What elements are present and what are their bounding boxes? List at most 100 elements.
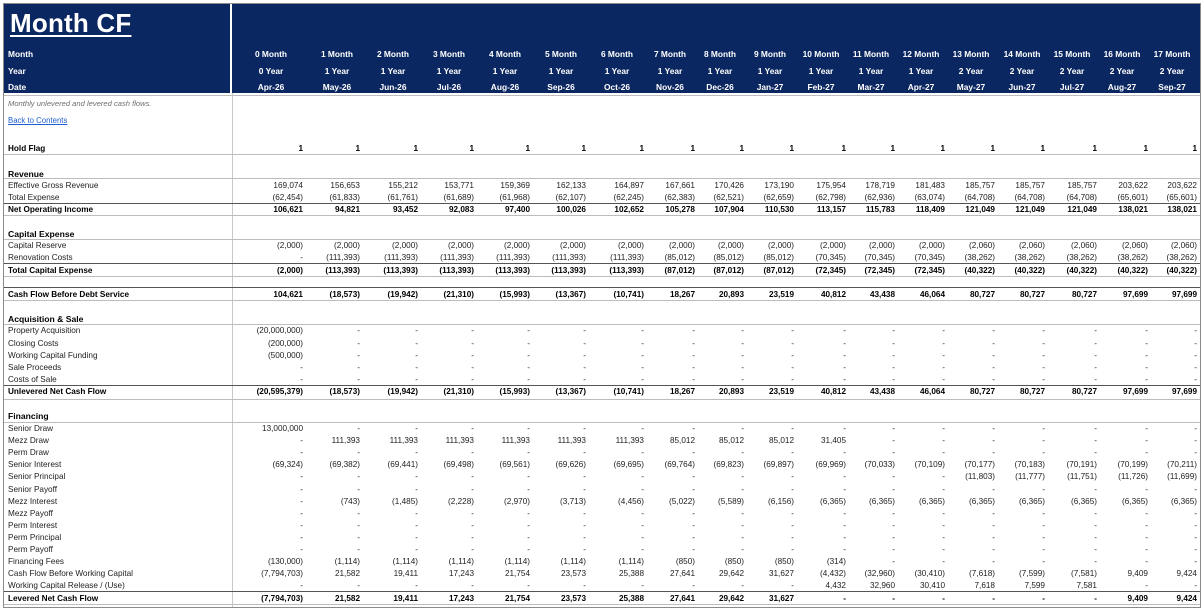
table-cell[interactable]: 21,754 xyxy=(504,594,530,603)
table-cell[interactable]: (11,699) xyxy=(1167,472,1197,481)
table-cell[interactable]: - xyxy=(1094,545,1097,554)
table-cell[interactable]: 110,530 xyxy=(764,205,794,214)
table-cell[interactable]: 155,212 xyxy=(388,181,418,190)
table-cell[interactable]: 185,757 xyxy=(965,181,995,190)
table-cell[interactable]: (40,322) xyxy=(1166,266,1198,275)
table-cell[interactable]: (85,012) xyxy=(763,253,795,262)
table-cell[interactable]: 167,661 xyxy=(665,181,695,190)
table-cell[interactable]: 1 xyxy=(1092,144,1097,153)
table-cell[interactable]: 97,400 xyxy=(504,205,530,214)
table-cell[interactable]: - xyxy=(641,339,644,348)
table-cell[interactable]: (2,000) xyxy=(718,241,744,250)
table-cell[interactable]: 97,699 xyxy=(1171,290,1197,299)
table-cell[interactable]: - xyxy=(527,424,530,433)
table-cell[interactable]: - xyxy=(741,375,744,384)
table-cell[interactable]: (111,393) xyxy=(610,253,644,262)
table-cell[interactable]: 162,133 xyxy=(556,181,586,190)
table-cell[interactable]: 121,049 xyxy=(965,205,995,214)
table-cell[interactable]: (69,382) xyxy=(329,460,361,469)
table-cell[interactable]: (70,199) xyxy=(1117,460,1149,469)
table-cell[interactable]: (1,114) xyxy=(334,557,360,566)
row-label[interactable]: Costs of Sale xyxy=(8,375,57,384)
table-cell[interactable]: - xyxy=(1194,326,1197,335)
table-cell[interactable]: - xyxy=(1145,485,1148,494)
table-cell[interactable]: - xyxy=(527,326,530,335)
table-cell[interactable]: (69,823) xyxy=(713,460,745,469)
table-cell[interactable]: - xyxy=(1094,363,1097,372)
table-cell[interactable]: (38,262) xyxy=(1014,253,1046,262)
table-cell[interactable]: - xyxy=(1194,339,1197,348)
table-cell[interactable]: (87,012) xyxy=(763,266,795,275)
table-cell[interactable]: (1,114) xyxy=(448,557,474,566)
table-cell[interactable]: - xyxy=(1042,448,1045,457)
table-cell[interactable]: (2,000) xyxy=(669,241,695,250)
table-cell[interactable]: (62,521) xyxy=(713,193,745,202)
table-cell[interactable]: - xyxy=(300,545,303,554)
table-cell[interactable]: - xyxy=(843,472,846,481)
table-cell[interactable]: (69,441) xyxy=(387,460,419,469)
table-cell[interactable]: 175,954 xyxy=(816,181,846,190)
table-cell[interactable]: 138,021 xyxy=(1118,205,1148,214)
table-cell[interactable]: (30,410) xyxy=(914,569,946,578)
table-cell[interactable]: - xyxy=(942,436,945,445)
table-cell[interactable]: 85,012 xyxy=(669,436,695,445)
table-cell[interactable]: (850) xyxy=(774,557,794,566)
table-cell[interactable]: (19,942) xyxy=(387,290,419,299)
table-cell[interactable]: - xyxy=(992,326,995,335)
table-cell[interactable]: - xyxy=(942,509,945,518)
table-cell[interactable]: (38,262) xyxy=(1166,253,1198,262)
table-cell[interactable]: - xyxy=(300,497,303,506)
table-cell[interactable]: - xyxy=(357,424,360,433)
table-cell[interactable]: - xyxy=(692,424,695,433)
table-cell[interactable]: 153,771 xyxy=(444,181,474,190)
table-cell[interactable]: (20,595,379) xyxy=(256,387,303,396)
table-cell[interactable]: - xyxy=(583,485,586,494)
table-cell[interactable]: (200,000) xyxy=(267,339,303,348)
table-cell[interactable]: (2,000) xyxy=(820,241,846,250)
row-label[interactable]: Capital Reserve xyxy=(8,241,67,250)
table-cell[interactable]: - xyxy=(1094,375,1097,384)
table-cell[interactable]: 85,012 xyxy=(768,436,794,445)
table-cell[interactable]: - xyxy=(791,351,794,360)
table-cell[interactable]: - xyxy=(791,424,794,433)
table-cell[interactable]: - xyxy=(692,339,695,348)
table-cell[interactable]: 1 xyxy=(890,144,895,153)
table-cell[interactable]: - xyxy=(471,339,474,348)
table-cell[interactable]: - xyxy=(892,485,895,494)
table-cell[interactable]: - xyxy=(300,436,303,445)
table-cell[interactable]: - xyxy=(471,375,474,384)
table-cell[interactable]: - xyxy=(1145,339,1148,348)
table-cell[interactable]: - xyxy=(471,363,474,372)
table-cell[interactable]: - xyxy=(641,509,644,518)
table-cell[interactable]: - xyxy=(892,375,895,384)
table-cell[interactable]: - xyxy=(527,485,530,494)
table-cell[interactable]: - xyxy=(992,509,995,518)
table-cell[interactable]: (1,114) xyxy=(618,557,644,566)
table-cell[interactable]: - xyxy=(942,424,945,433)
table-cell[interactable]: - xyxy=(357,472,360,481)
table-cell[interactable]: 1 xyxy=(690,144,695,153)
table-cell[interactable]: - xyxy=(1042,533,1045,542)
table-cell[interactable]: - xyxy=(992,436,995,445)
table-cell[interactable]: (6,365) xyxy=(1171,497,1197,506)
table-cell[interactable]: - xyxy=(1094,326,1097,335)
table-cell[interactable]: (2,060) xyxy=(1019,241,1045,250)
table-cell[interactable]: - xyxy=(1042,375,1045,384)
table-cell[interactable]: - xyxy=(892,351,895,360)
table-cell[interactable]: 21,754 xyxy=(504,569,530,578)
table-cell[interactable]: - xyxy=(992,594,995,603)
table-cell[interactable]: 27,641 xyxy=(669,569,695,578)
table-cell[interactable]: - xyxy=(942,363,945,372)
table-cell[interactable]: 104,621 xyxy=(273,290,303,299)
table-cell[interactable]: 97,699 xyxy=(1171,387,1197,396)
table-cell[interactable]: (113,393) xyxy=(325,266,360,275)
table-cell[interactable]: - xyxy=(1194,351,1197,360)
table-cell[interactable]: 97,699 xyxy=(1122,290,1148,299)
table-cell[interactable]: - xyxy=(1145,363,1148,372)
table-cell[interactable]: (69,561) xyxy=(499,460,531,469)
table-cell[interactable]: - xyxy=(357,533,360,542)
table-cell[interactable]: (6,365) xyxy=(820,497,846,506)
table-cell[interactable]: 7,599 xyxy=(1024,581,1046,590)
table-cell[interactable]: - xyxy=(357,363,360,372)
table-cell[interactable]: 1 xyxy=(1040,144,1045,153)
